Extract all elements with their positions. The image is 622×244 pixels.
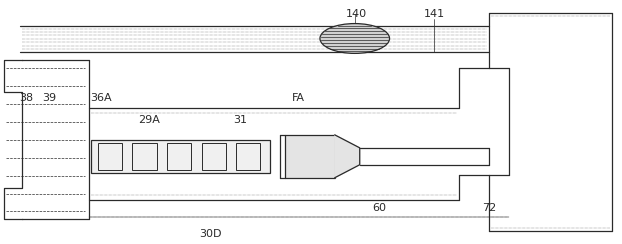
Text: 31: 31	[233, 115, 248, 125]
Bar	[98, 143, 122, 170]
Bar	[236, 143, 261, 170]
Text: 72: 72	[482, 203, 496, 213]
Bar	[285, 135, 335, 178]
Text: 39: 39	[42, 93, 57, 103]
Text: FA: FA	[292, 93, 305, 103]
Text: 29A: 29A	[138, 115, 160, 125]
Text: 141: 141	[424, 9, 445, 19]
Text: 30D: 30D	[199, 229, 222, 239]
Polygon shape	[335, 135, 360, 178]
Bar	[132, 143, 157, 170]
Text: 38: 38	[19, 93, 34, 103]
Bar	[91, 140, 270, 173]
Text: 36A: 36A	[90, 93, 112, 103]
Text: 140: 140	[346, 9, 368, 19]
Text: 60: 60	[373, 203, 387, 213]
Bar	[167, 143, 191, 170]
Ellipse shape	[320, 24, 389, 53]
Bar	[202, 143, 226, 170]
